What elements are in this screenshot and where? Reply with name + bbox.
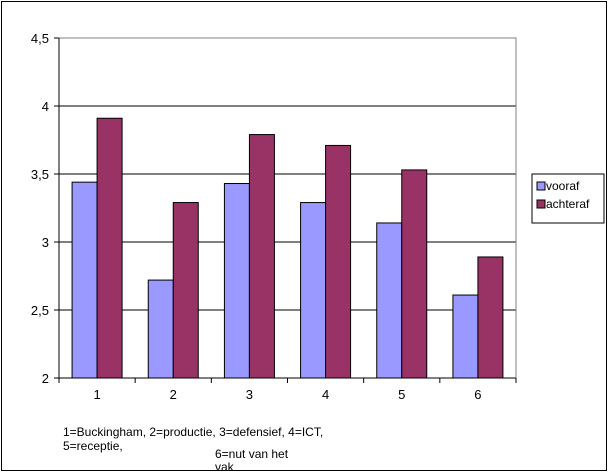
caption-line: vak — [215, 460, 235, 474]
legend-swatch-achteraf — [536, 199, 546, 209]
x-tick-label: 6 — [474, 387, 481, 402]
bar-vooraf-5 — [376, 222, 403, 379]
bar-vooraf-3 — [223, 183, 250, 379]
bar-vooraf-1 — [71, 181, 98, 379]
legend-label-achteraf: achteraf — [546, 197, 590, 211]
bar-achteraf-2 — [172, 202, 199, 379]
bar-vooraf-4 — [300, 202, 327, 379]
bar-achteraf-5 — [401, 169, 428, 379]
x-tick-label: 2 — [170, 387, 177, 402]
y-tick-label: 4,5 — [31, 31, 49, 46]
bar-vooraf-6 — [452, 294, 479, 379]
y-tick-label: 2,5 — [31, 303, 49, 318]
legend-label-vooraf: vooraf — [546, 179, 580, 193]
legend: vooraf achteraf — [531, 173, 605, 224]
bar-achteraf-4 — [325, 144, 352, 379]
caption-line: 5=receptie, — [63, 439, 123, 453]
legend-swatch-vooraf — [536, 181, 546, 191]
plot-area: 2 2,5 3 3,5 4 4,5 1 2 3 4 5 6 — [31, 31, 517, 402]
caption-line: 1=Buckingham, 2=productie, 3=defensief, … — [63, 425, 323, 439]
plot-background — [59, 38, 516, 378]
bar-achteraf-1 — [96, 117, 123, 379]
caption: 1=Buckingham, 2=productie, 3=defensief, … — [63, 425, 323, 474]
x-tick-label: 3 — [246, 387, 253, 402]
bar-vooraf-2 — [147, 279, 174, 379]
bar-achteraf-6 — [477, 256, 504, 379]
caption-line: 6=nut van het — [215, 447, 289, 461]
y-tick-label: 2 — [42, 371, 49, 386]
x-tick-label: 4 — [322, 387, 329, 402]
y-tick-label: 3 — [42, 235, 49, 250]
y-tick-label: 3,5 — [31, 167, 49, 182]
x-tick-label: 1 — [93, 387, 100, 402]
x-tick-label: 5 — [398, 387, 405, 402]
y-tick-label: 4 — [42, 99, 49, 114]
bar-achteraf-3 — [248, 134, 275, 379]
